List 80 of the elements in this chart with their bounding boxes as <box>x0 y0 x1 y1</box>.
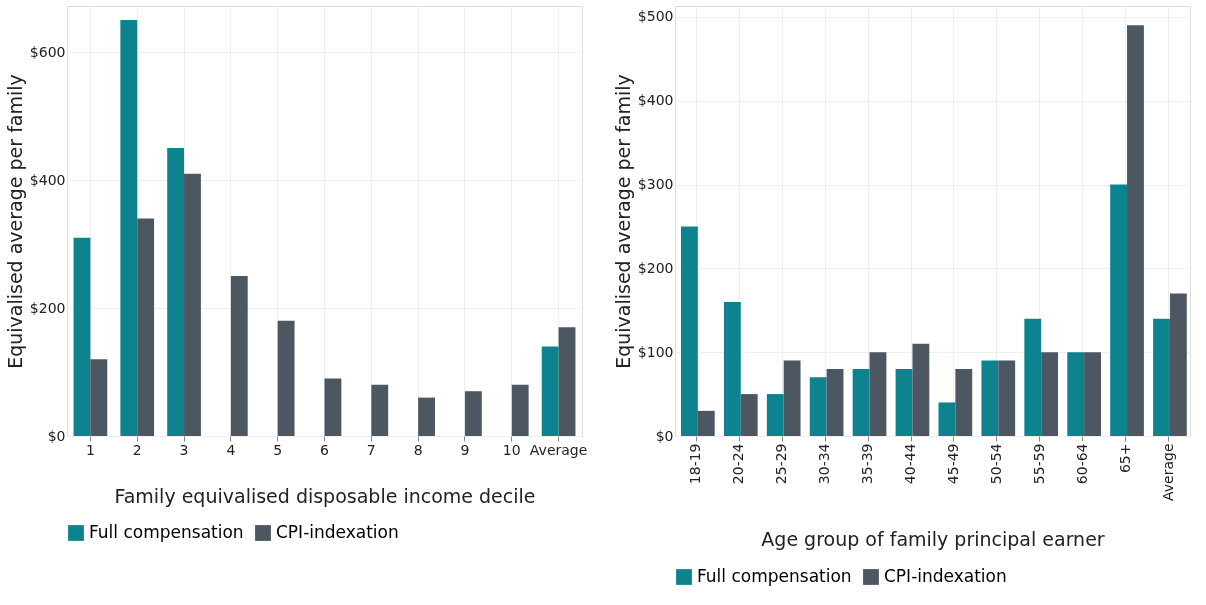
x-tick-label: Average <box>1159 443 1176 501</box>
bar <box>912 343 930 436</box>
bar <box>324 378 342 436</box>
bar <box>230 276 248 436</box>
bar <box>723 301 741 436</box>
x-tick-label: 1 <box>85 441 95 458</box>
y-tick-label: $100 <box>637 343 674 360</box>
bar <box>184 173 201 436</box>
y-tick-label: $400 <box>29 171 66 188</box>
x-tick-label: 25-29 <box>773 443 790 485</box>
y-tick-label: $0 <box>655 427 674 444</box>
bar <box>1024 318 1042 436</box>
x-tick-label: 4 <box>226 441 236 458</box>
legend-label: Full compensation <box>697 566 852 586</box>
y-tick-label: $200 <box>637 259 674 276</box>
x-tick-label: 6 <box>320 441 330 458</box>
bar <box>1084 352 1101 436</box>
x-tick-label: 10 <box>502 441 521 458</box>
bar <box>277 320 295 436</box>
x-tick-label: 20-24 <box>730 443 747 485</box>
x-tick-label: 3 <box>179 441 189 458</box>
bar <box>167 148 185 436</box>
legend-label: Full compensation <box>89 522 244 542</box>
bar <box>852 368 870 436</box>
legend-label: CPI-indexation <box>884 566 1007 586</box>
x-tick-label: 9 <box>460 441 470 458</box>
bar <box>1127 25 1144 436</box>
y-tick-label: $600 <box>29 43 66 60</box>
bar <box>826 368 844 436</box>
y-axis-title: Equivalised average per family <box>611 74 634 369</box>
bar <box>766 394 784 436</box>
bar <box>418 397 435 436</box>
bar <box>955 368 973 436</box>
bar <box>1110 184 1128 436</box>
x-axis-title: Family equivalised disposable income decile <box>114 484 536 507</box>
bar <box>697 410 715 436</box>
bar <box>1169 293 1187 436</box>
bar <box>783 360 801 436</box>
bar <box>541 346 559 436</box>
y-tick-label: $500 <box>637 8 674 25</box>
bar <box>895 368 913 436</box>
bar <box>938 402 956 436</box>
bar <box>120 20 138 436</box>
bar <box>809 377 827 436</box>
bar <box>371 384 389 436</box>
x-tick-label: 55-59 <box>1030 443 1047 485</box>
x-tick-label: 7 <box>366 441 376 458</box>
y-tick-label: $400 <box>637 92 674 109</box>
bar <box>464 391 482 436</box>
x-tick-label: 40-44 <box>902 443 919 485</box>
bar <box>981 360 999 436</box>
x-tick-label: Average <box>529 441 588 458</box>
bar <box>869 352 887 436</box>
x-axis-title: Age group of family principal earner <box>761 527 1105 550</box>
legend-label: CPI-indexation <box>276 522 399 542</box>
bar <box>1067 352 1085 436</box>
x-tick-label: 5 <box>273 441 283 458</box>
y-axis-title: Equivalised average per family <box>3 74 26 369</box>
x-tick-label: 8 <box>413 441 423 458</box>
y-tick-label: $0 <box>47 427 66 444</box>
bar <box>1153 318 1170 436</box>
x-tick-label: 18-19 <box>687 443 704 485</box>
bar <box>1041 352 1059 436</box>
bar <box>511 384 529 436</box>
x-tick-label: 65+ <box>1116 443 1133 474</box>
bar <box>558 327 576 436</box>
bar <box>137 218 155 436</box>
bar <box>740 394 758 436</box>
bar <box>73 237 91 436</box>
bar <box>998 360 1016 436</box>
x-tick-label: 30-34 <box>816 443 833 485</box>
x-tick-label: 2 <box>132 441 142 458</box>
x-tick-label: 50-54 <box>987 443 1004 485</box>
bar <box>90 359 108 436</box>
x-tick-label: 60-64 <box>1073 443 1090 485</box>
y-tick-label: $300 <box>637 176 674 193</box>
x-tick-label: 35-39 <box>859 443 876 485</box>
y-tick-label: $200 <box>29 299 66 316</box>
x-tick-label: 45-49 <box>944 443 961 485</box>
bar <box>681 226 698 436</box>
